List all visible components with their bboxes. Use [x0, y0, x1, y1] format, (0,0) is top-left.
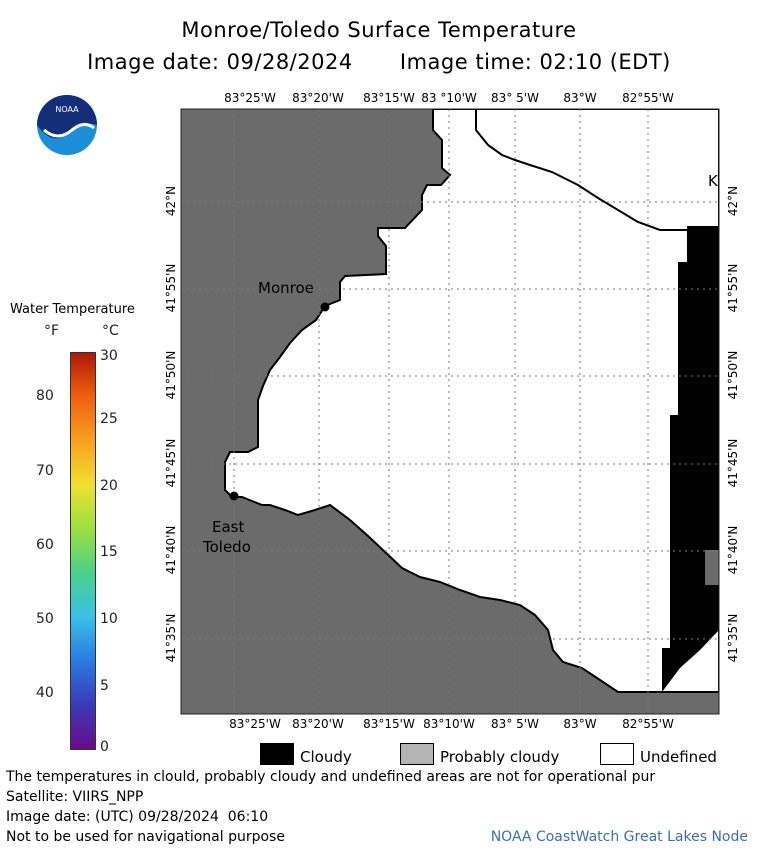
east-toledo-label-line2: Toledo	[203, 538, 251, 556]
longitude-tick: 83° 5'W	[491, 717, 539, 731]
latitude-tick: 41°45'N	[164, 438, 178, 488]
lake-erie-water	[224, 109, 719, 693]
latitude-tick: 41°35'N	[164, 613, 178, 663]
latitude-tick: 41°50'N	[726, 350, 740, 400]
longitude-tick: 83°15'W	[363, 91, 415, 105]
latitude-tick: 41°55'N	[726, 263, 740, 313]
footer-note: The temperatures in clould, probably clo…	[6, 769, 656, 785]
latitude-tick: 41°40'N	[726, 525, 740, 575]
footer-satellite: Satellite: VIIRS_NPP	[6, 789, 144, 805]
longitude-tick: 83 °10'W	[421, 91, 477, 105]
coastwatch-credit-link[interactable]: NOAA CoastWatch Great Lakes Node	[490, 829, 748, 845]
fahrenheit-tick: 40	[36, 685, 54, 701]
latitude-tick: 41°50'N	[164, 350, 178, 400]
noaa-logo-icon: NOAA	[36, 94, 98, 156]
latitude-tick: 41°40'N	[164, 525, 178, 575]
probably-cloudy-swatch	[400, 743, 434, 765]
longitude-tick: 83°20'W	[292, 717, 344, 731]
edge-place-label: K	[708, 172, 718, 190]
monroe-marker	[320, 302, 330, 312]
celsius-tick: 10	[100, 611, 118, 627]
map-subtitle: Image date: 09/28/2024 Image time: 02:10…	[0, 50, 758, 74]
graticule	[181, 109, 719, 714]
fahrenheit-tick: 80	[36, 388, 54, 404]
longitude-tick: 83° 5'W	[491, 91, 539, 105]
celsius-tick: 25	[100, 411, 118, 427]
longitude-tick: 83°W	[563, 717, 597, 731]
land-notch	[705, 550, 719, 585]
cloudy-swatch	[260, 743, 294, 765]
fahrenheit-tick: 60	[36, 537, 54, 553]
monroe-label: Monroe	[258, 279, 314, 297]
scale-title: Water Temperature	[10, 302, 135, 317]
latitude-tick: 41°45'N	[726, 438, 740, 488]
latitude-tick: 42°N	[164, 185, 178, 217]
celsius-tick: 30	[100, 348, 118, 364]
cloud-region	[662, 226, 719, 692]
scale-unit-c: °C	[102, 323, 119, 339]
longitude-tick: 83°25'W	[229, 717, 281, 731]
celsius-tick: 15	[100, 544, 118, 560]
temperature-colorbar	[70, 352, 96, 750]
longitude-tick: 83°W	[563, 91, 597, 105]
longitude-tick: 82°55'W	[622, 717, 674, 731]
footer-utc-date: Image date: (UTC) 09/28/2024 06:10	[6, 809, 269, 825]
longitude-tick: 83°20'W	[292, 91, 344, 105]
scale-unit-f: °F	[44, 323, 60, 339]
latitude-tick: 42°N	[726, 185, 740, 217]
footer-nav-warning: Not to be used for navigational purpose	[6, 829, 285, 845]
fahrenheit-tick: 50	[36, 611, 54, 627]
longitude-tick: 83°15'W	[363, 717, 415, 731]
celsius-tick: 20	[100, 478, 118, 494]
undefined-swatch	[600, 743, 634, 765]
celsius-tick: 5	[100, 678, 109, 694]
longitude-tick: 83°10'W	[423, 717, 475, 731]
probably-cloudy-label: Probably cloudy	[440, 748, 560, 766]
east-toledo-label-line1: East	[212, 518, 245, 536]
longitude-tick: 82°55'W	[622, 91, 674, 105]
cloudy-label: Cloudy	[300, 748, 352, 766]
east-toledo-marker	[229, 491, 239, 501]
image-time: Image time: 02:10 (EDT)	[399, 50, 671, 74]
image-date: Image date: 09/28/2024	[87, 50, 353, 74]
latitude-tick: 41°55'N	[164, 263, 178, 313]
map-title: Monroe/Toledo Surface Temperature	[181, 18, 577, 42]
celsius-tick: 0	[100, 739, 109, 755]
undefined-label: Undefined	[640, 748, 717, 766]
latitude-tick: 41°35'N	[726, 613, 740, 663]
logo-text: NOAA	[55, 105, 79, 114]
fahrenheit-tick: 70	[36, 463, 54, 479]
longitude-tick: 83°25'W	[224, 91, 276, 105]
